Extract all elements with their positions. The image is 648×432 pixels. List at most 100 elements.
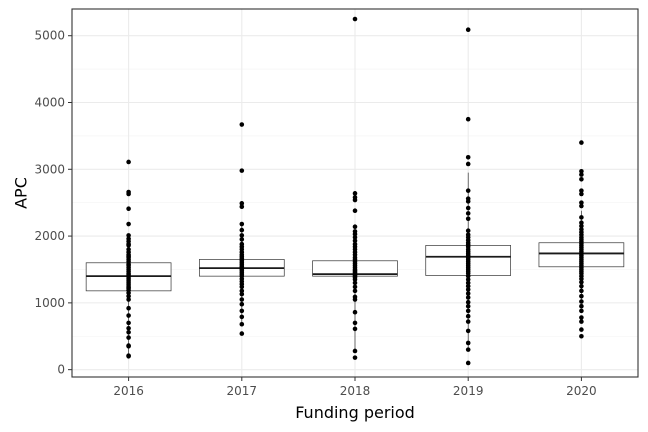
data-point (579, 200, 584, 205)
data-point (126, 297, 131, 302)
data-point (126, 293, 131, 299)
data-point (239, 201, 245, 206)
data-point (579, 177, 584, 182)
data-point (239, 291, 245, 297)
x-axis-title: Funding period (295, 403, 415, 422)
data-point (352, 355, 358, 360)
data-point (465, 116, 471, 122)
data-point (579, 315, 584, 320)
y-tick-label: 2000 (34, 229, 65, 243)
data-point (465, 27, 471, 33)
data-point (352, 191, 358, 196)
data-point (239, 227, 245, 233)
data-point (579, 288, 584, 294)
data-point (352, 288, 358, 294)
data-point (239, 331, 245, 336)
data-point (352, 284, 358, 290)
data-point (465, 277, 471, 282)
data-point (239, 204, 245, 209)
data-point (579, 276, 584, 282)
data-point (352, 297, 358, 302)
data-point (126, 221, 131, 227)
data-point (126, 343, 131, 349)
data-point (352, 280, 358, 286)
data-point (126, 325, 131, 331)
data-point (579, 203, 584, 209)
data-point (352, 326, 358, 332)
data-point (465, 313, 471, 319)
data-point (465, 273, 471, 279)
data-point (126, 329, 131, 335)
data-point (239, 233, 245, 238)
data-points (126, 16, 584, 366)
x-tick-label: 2018 (340, 384, 371, 398)
x-tick-label: 2019 (453, 384, 484, 398)
data-point (465, 228, 471, 234)
x-tick-label: 2020 (566, 384, 597, 398)
data-point (579, 327, 584, 332)
data-point (579, 293, 584, 299)
data-point (352, 197, 358, 203)
data-point (465, 360, 471, 366)
data-point (352, 16, 358, 22)
data-point (352, 208, 358, 213)
data-point (352, 348, 358, 354)
data-point (579, 283, 584, 289)
data-point (126, 353, 131, 359)
data-point (465, 283, 471, 289)
data-point (352, 320, 358, 326)
data-point (239, 297, 245, 302)
data-point (579, 319, 584, 324)
data-point (126, 290, 131, 296)
data-point (579, 172, 584, 177)
data-point (239, 288, 245, 294)
data-point (579, 279, 584, 285)
data-point (126, 335, 131, 340)
y-tick-label: 5000 (34, 29, 65, 43)
data-point (465, 205, 471, 211)
data-point (465, 303, 471, 309)
data-point (352, 224, 358, 230)
data-point (465, 280, 471, 286)
data-point (579, 299, 584, 304)
y-tick-label: 0 (57, 363, 65, 377)
data-point (126, 206, 131, 211)
data-point (352, 277, 358, 282)
data-point (465, 347, 471, 352)
data-point (352, 309, 358, 315)
data-point (465, 319, 471, 324)
data-point (465, 340, 471, 346)
data-point (239, 308, 245, 314)
data-point (465, 299, 471, 305)
data-point (239, 301, 245, 307)
data-point (465, 291, 471, 296)
x-tick-label: 2017 (227, 384, 258, 398)
data-point (579, 215, 584, 220)
data-point (465, 188, 471, 193)
data-point (239, 321, 245, 327)
y-axis-title: APC (12, 177, 31, 209)
data-point (579, 191, 584, 197)
data-point (239, 168, 245, 173)
data-point (465, 211, 471, 216)
data-point (465, 161, 471, 167)
data-point (126, 243, 131, 248)
data-point (579, 223, 584, 229)
data-point (579, 220, 584, 226)
y-tick-label: 4000 (34, 96, 65, 110)
data-point (579, 168, 584, 174)
data-point (126, 233, 131, 238)
data-point (239, 284, 245, 290)
data-point (126, 191, 131, 197)
data-point (465, 328, 471, 334)
data-point (465, 216, 471, 222)
data-point (579, 303, 584, 309)
data-point (465, 295, 471, 300)
data-point (465, 308, 471, 314)
data-point (352, 238, 358, 244)
data-point (239, 122, 245, 127)
data-point (465, 287, 471, 292)
data-point (352, 231, 358, 237)
data-point (579, 140, 584, 145)
